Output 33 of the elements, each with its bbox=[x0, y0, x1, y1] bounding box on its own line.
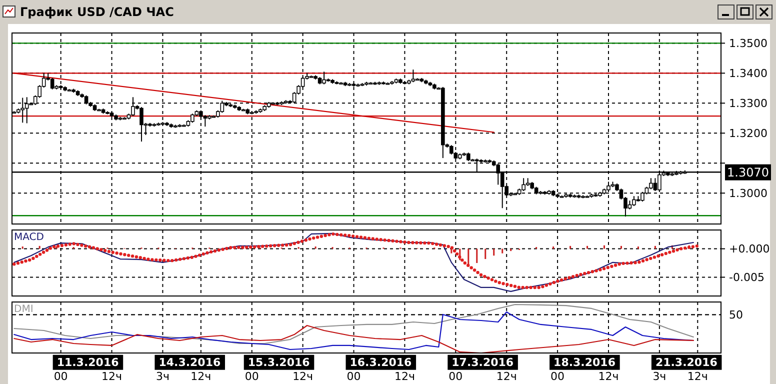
x-tick-label: 12ч bbox=[394, 370, 415, 383]
x-tick-label: 00 bbox=[448, 370, 463, 383]
x-tick-label: 12ч bbox=[190, 370, 212, 383]
chart-title: MACD bbox=[14, 232, 44, 243]
text: 11.3.2016 bbox=[56, 356, 120, 369]
x-tick-label: 3ч bbox=[156, 370, 170, 383]
chart-title: График USD /CAD ЧАС bbox=[20, 5, 174, 19]
x-tick-label: 3ч bbox=[652, 370, 666, 383]
text: 18.3.2016 bbox=[554, 356, 616, 369]
ref-line-label: 1.3070 bbox=[727, 165, 769, 180]
y-tick-label: -0.005 bbox=[729, 271, 764, 284]
y-tick-label: +0.000 bbox=[729, 242, 770, 256]
text: 21.3.2016 bbox=[655, 356, 718, 369]
x-tick-label: 12ч bbox=[102, 370, 122, 383]
x-tick-label: 12ч bbox=[687, 370, 708, 383]
y-tick-label: 1.3000 bbox=[729, 186, 768, 200]
text: 50 bbox=[729, 308, 743, 322]
y-tick-label: 1.3500 bbox=[729, 37, 768, 50]
x-tick-label: 00 bbox=[54, 370, 68, 383]
y-tick-label: 1.3200 bbox=[729, 127, 768, 140]
x-tick-label: 00 bbox=[550, 370, 565, 383]
x-tick-label: 12ч bbox=[598, 370, 619, 383]
x-tick-label: 00 bbox=[346, 370, 361, 383]
text: 14.3.2016 bbox=[158, 356, 221, 369]
x-tick-label: 12ч bbox=[496, 370, 517, 383]
y-tick-label: 1.3400 bbox=[729, 67, 768, 80]
y-tick-label: 1.3300 bbox=[729, 97, 768, 110]
chart-title: DMI bbox=[14, 304, 34, 315]
x-tick-label: 00 bbox=[244, 370, 259, 383]
text: 17.3.2016 bbox=[452, 356, 514, 369]
text: 16.3.2016 bbox=[350, 356, 412, 369]
text: 15.3.2016 bbox=[248, 356, 310, 369]
x-tick-label: 12ч bbox=[292, 370, 314, 383]
